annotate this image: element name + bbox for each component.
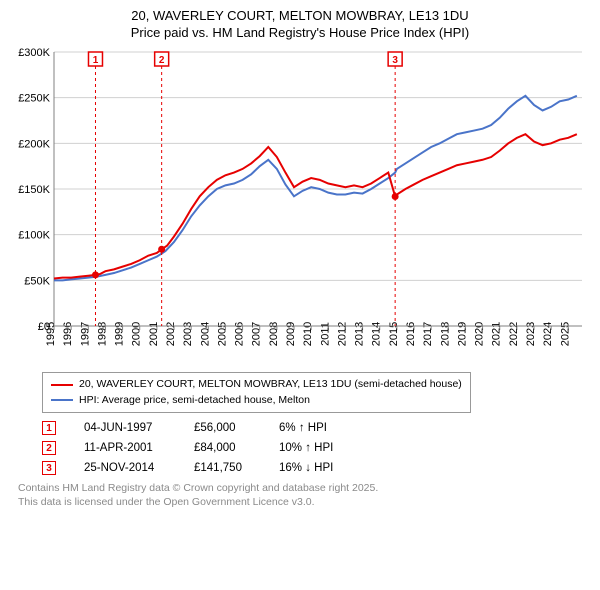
svg-text:2014: 2014: [371, 322, 383, 346]
svg-text:2002: 2002: [165, 322, 177, 346]
sales-row: 3 25-NOV-2014 £141,750 16% ↓ HPI: [42, 461, 588, 475]
svg-text:2012: 2012: [336, 322, 348, 346]
svg-text:2025: 2025: [559, 322, 571, 346]
svg-text:2015: 2015: [388, 322, 400, 346]
svg-text:2013: 2013: [354, 322, 366, 346]
svg-text:2023: 2023: [525, 322, 537, 346]
svg-text:2001: 2001: [148, 322, 160, 346]
sale-price: £84,000: [194, 442, 279, 454]
svg-text:£250K: £250K: [18, 92, 50, 104]
sale-marker-icon: 2: [42, 441, 56, 455]
svg-text:2006: 2006: [234, 322, 246, 346]
svg-text:2007: 2007: [251, 322, 263, 346]
sales-row: 2 11-APR-2001 £84,000 10% ↑ HPI: [42, 441, 588, 455]
svg-text:2000: 2000: [131, 322, 143, 346]
sale-marker-num: 1: [46, 423, 52, 434]
legend-label: HPI: Average price, semi-detached house,…: [79, 393, 310, 409]
svg-text:2008: 2008: [268, 322, 280, 346]
chart-title-block: 20, WAVERLEY COURT, MELTON MOWBRAY, LE13…: [12, 8, 588, 42]
svg-text:2017: 2017: [422, 322, 434, 346]
svg-text:£50K: £50K: [24, 275, 50, 287]
footer-attribution: Contains HM Land Registry data © Crown c…: [18, 481, 588, 509]
sale-price: £141,750: [194, 462, 279, 474]
sale-pct: 10% ↑ HPI: [279, 442, 389, 454]
svg-text:2003: 2003: [182, 322, 194, 346]
legend-item: 20, WAVERLEY COURT, MELTON MOWBRAY, LE13…: [51, 377, 462, 393]
sale-marker-num: 3: [46, 463, 52, 474]
svg-text:£100K: £100K: [18, 229, 50, 241]
chart-area: £0£50K£100K£150K£200K£250K£300K199519961…: [12, 46, 588, 366]
svg-text:1998: 1998: [96, 322, 108, 346]
svg-text:2009: 2009: [285, 322, 297, 346]
sale-marker-icon: 3: [42, 461, 56, 475]
svg-text:3: 3: [392, 55, 398, 66]
svg-text:2010: 2010: [302, 322, 314, 346]
svg-text:1996: 1996: [62, 322, 74, 346]
sale-marker-num: 2: [46, 443, 52, 454]
sale-marker-icon: 1: [42, 421, 56, 435]
svg-text:2018: 2018: [439, 322, 451, 346]
svg-text:1995: 1995: [45, 322, 57, 346]
svg-text:2016: 2016: [405, 322, 417, 346]
sale-date: 04-JUN-1997: [84, 422, 194, 434]
sale-pct: 6% ↑ HPI: [279, 422, 389, 434]
sale-pct: 16% ↓ HPI: [279, 462, 389, 474]
sale-date: 25-NOV-2014: [84, 462, 194, 474]
legend-swatch: [51, 384, 73, 386]
line-chart-svg: £0£50K£100K£150K£200K£250K£300K199519961…: [12, 46, 588, 366]
svg-text:1999: 1999: [114, 322, 126, 346]
sale-date: 11-APR-2001: [84, 442, 194, 454]
sales-table: 1 04-JUN-1997 £56,000 6% ↑ HPI 2 11-APR-…: [42, 421, 588, 475]
svg-text:2020: 2020: [474, 322, 486, 346]
svg-text:2021: 2021: [491, 322, 503, 346]
legend-item: HPI: Average price, semi-detached house,…: [51, 393, 462, 409]
legend: 20, WAVERLEY COURT, MELTON MOWBRAY, LE13…: [42, 372, 471, 414]
svg-text:2005: 2005: [216, 322, 228, 346]
sale-price: £56,000: [194, 422, 279, 434]
svg-text:2: 2: [159, 55, 165, 66]
footer-line-2: This data is licensed under the Open Gov…: [18, 495, 588, 509]
title-line-1: 20, WAVERLEY COURT, MELTON MOWBRAY, LE13…: [12, 8, 588, 25]
sales-row: 1 04-JUN-1997 £56,000 6% ↑ HPI: [42, 421, 588, 435]
svg-text:£300K: £300K: [18, 47, 50, 59]
svg-text:2022: 2022: [508, 322, 520, 346]
legend-swatch: [51, 399, 73, 401]
svg-text:1: 1: [93, 55, 99, 66]
footer-line-1: Contains HM Land Registry data © Crown c…: [18, 481, 588, 495]
svg-text:1997: 1997: [79, 322, 91, 346]
svg-text:2019: 2019: [456, 322, 468, 346]
legend-label: 20, WAVERLEY COURT, MELTON MOWBRAY, LE13…: [79, 377, 462, 393]
svg-text:£200K: £200K: [18, 138, 50, 150]
title-line-2: Price paid vs. HM Land Registry's House …: [12, 25, 588, 42]
svg-text:2004: 2004: [199, 322, 211, 346]
svg-text:2024: 2024: [542, 322, 554, 346]
svg-text:£150K: £150K: [18, 184, 50, 196]
